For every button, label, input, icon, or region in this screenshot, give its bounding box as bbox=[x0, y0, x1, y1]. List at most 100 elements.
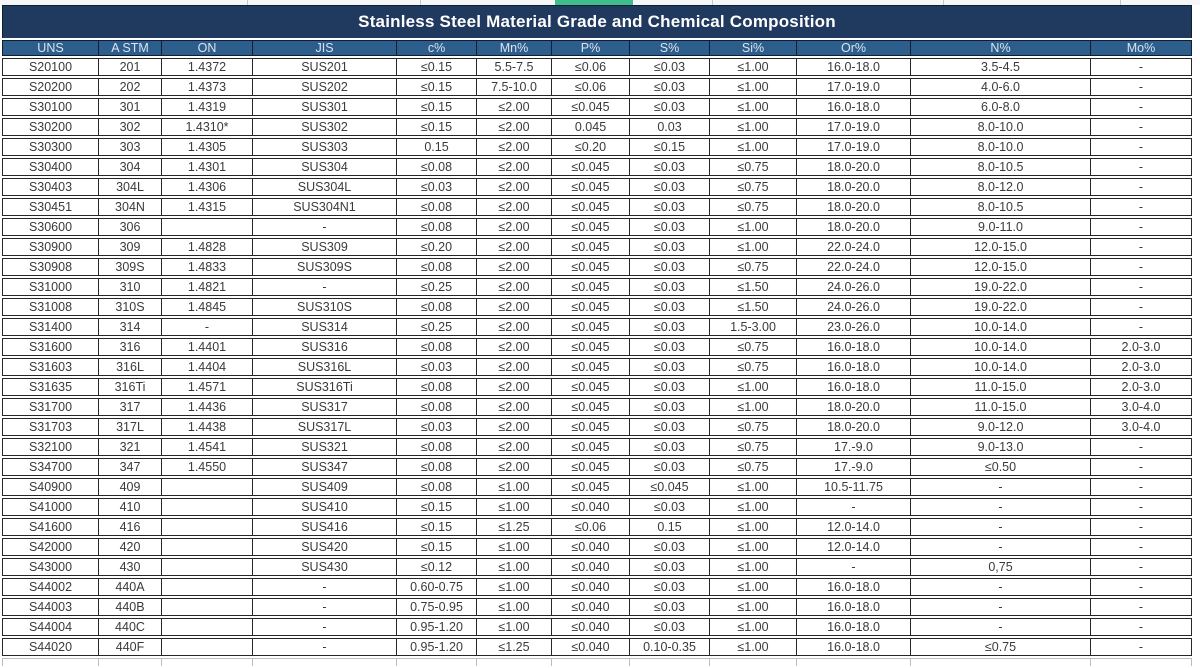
empty-cell bbox=[396, 658, 476, 666]
cell: ≤1.00 bbox=[709, 638, 796, 656]
table-row: S42000 420 SUS420 ≤0.15 ≤1.00 ≤0.040 ≤0.03 ≤1.0… bbox=[2, 538, 1192, 556]
page-title: Stainless Steel Material Grade and Chemi… bbox=[358, 12, 836, 31]
cell: 202 bbox=[98, 78, 161, 96]
cell: 9.0-13.0 bbox=[910, 438, 1090, 456]
table-row: S30200 302 1.4310* SUS302 ≤0.15 ≤2.00 0.045 0.0… bbox=[2, 118, 1192, 136]
column-header-n-: N% bbox=[910, 40, 1090, 56]
cell: S44003 bbox=[2, 598, 98, 616]
cell: - bbox=[1090, 98, 1192, 116]
cell: ≤1.00 bbox=[709, 218, 796, 236]
cell: - bbox=[910, 618, 1090, 636]
cell: SUS304 bbox=[252, 158, 396, 176]
cell: ≤0.75 bbox=[709, 358, 796, 376]
gridline-tick bbox=[420, 0, 421, 5]
cell: ≤0.03 bbox=[629, 358, 709, 376]
cell: ≤0.20 bbox=[396, 238, 476, 256]
cell: 1.4541 bbox=[161, 438, 252, 456]
cell: ≤0.045 bbox=[551, 278, 629, 296]
cell: - bbox=[1090, 558, 1192, 576]
cell: 17.0-19.0 bbox=[796, 138, 910, 156]
cell: ≤1.00 bbox=[709, 558, 796, 576]
cell: ≤0.040 bbox=[551, 638, 629, 656]
cell: 1.4305 bbox=[161, 138, 252, 156]
cell: ≤0.75 bbox=[910, 638, 1090, 656]
cell: ≤0.03 bbox=[629, 338, 709, 356]
cell: ≤0.03 bbox=[629, 238, 709, 256]
cell: ≤1.00 bbox=[709, 238, 796, 256]
cell: 201 bbox=[98, 58, 161, 76]
cell: ≤0.045 bbox=[551, 318, 629, 336]
cell: ≤0.03 bbox=[629, 458, 709, 476]
cell: SUS316Ti bbox=[252, 378, 396, 396]
column-header-uns: UNS bbox=[2, 40, 98, 56]
cell: ≤0.03 bbox=[629, 538, 709, 556]
cell: ≤0.75 bbox=[709, 338, 796, 356]
cell: ≤0.06 bbox=[551, 518, 629, 536]
column-header-mo-: Mo% bbox=[1090, 40, 1192, 56]
cell: 309S bbox=[98, 258, 161, 276]
cell: 1.4436 bbox=[161, 398, 252, 416]
table-row: S30451 304N 1.4315 SUS304N1 ≤0.08 ≤2.00 ≤0.045… bbox=[2, 198, 1192, 216]
cell: 9.0-12.0 bbox=[910, 418, 1090, 436]
table-row: S40900 409 SUS409 ≤0.08 ≤1.00 ≤0.045 ≤0.045 ≤1.… bbox=[2, 478, 1192, 496]
cell: ≤0.03 bbox=[629, 178, 709, 196]
cell: - bbox=[1090, 518, 1192, 536]
cell: S31635 bbox=[2, 378, 98, 396]
cell: 306 bbox=[98, 218, 161, 236]
cell: ≤2.00 bbox=[476, 238, 551, 256]
cell: 10.0-14.0 bbox=[910, 318, 1090, 336]
cell: ≤0.15 bbox=[396, 498, 476, 516]
cell: ≤2.00 bbox=[476, 418, 551, 436]
table-row: S30908 309S 1.4833 SUS309S ≤0.08 ≤2.00 ≤0.045 ≤… bbox=[2, 258, 1192, 276]
cell: ≤0.06 bbox=[551, 78, 629, 96]
cell: 1.4373 bbox=[161, 78, 252, 96]
cell: 18.0-20.0 bbox=[796, 178, 910, 196]
table-row: S31700 317 1.4436 SUS317 ≤0.08 ≤2.00 ≤0.045 ≤0.… bbox=[2, 398, 1192, 416]
cell: - bbox=[252, 618, 396, 636]
cell: ≤0.08 bbox=[396, 218, 476, 236]
cell: ≤0.03 bbox=[629, 98, 709, 116]
cell: SUS347 bbox=[252, 458, 396, 476]
cell: - bbox=[252, 598, 396, 616]
cell: 0,75 bbox=[910, 558, 1090, 576]
cell: SUS317L bbox=[252, 418, 396, 436]
cell: S30900 bbox=[2, 238, 98, 256]
cell: ≤0.75 bbox=[709, 158, 796, 176]
cell: 1.4550 bbox=[161, 458, 252, 476]
cell: ≤0.03 bbox=[629, 198, 709, 216]
empty-cell bbox=[161, 658, 252, 666]
cell: ≤1.00 bbox=[709, 498, 796, 516]
cell: 0.95-1.20 bbox=[396, 618, 476, 636]
cell: ≤0.06 bbox=[551, 58, 629, 76]
table-row: S30100 301 1.4319 SUS301 ≤0.15 ≤2.00 ≤0.045 ≤0.… bbox=[2, 98, 1192, 116]
cell: 316L bbox=[98, 358, 161, 376]
cell: ≤1.00 bbox=[476, 538, 551, 556]
cell: ≤0.045 bbox=[551, 298, 629, 316]
cell: ≤1.00 bbox=[709, 78, 796, 96]
cell: ≤0.08 bbox=[396, 458, 476, 476]
cell: 8.0-12.0 bbox=[910, 178, 1090, 196]
cell: ≤0.03 bbox=[629, 378, 709, 396]
cell: 317 bbox=[98, 398, 161, 416]
cell: - bbox=[1090, 158, 1192, 176]
empty-cell bbox=[796, 658, 910, 666]
cell: - bbox=[1090, 138, 1192, 156]
cell: ≤1.00 bbox=[476, 598, 551, 616]
cell: - bbox=[796, 498, 910, 516]
gridline-tick bbox=[712, 0, 713, 5]
cell: SUS317 bbox=[252, 398, 396, 416]
cell: 17.-9.0 bbox=[796, 438, 910, 456]
cell: 16.0-18.0 bbox=[796, 358, 910, 376]
cell: ≤0.03 bbox=[629, 618, 709, 636]
cell: SUS321 bbox=[252, 438, 396, 456]
cell bbox=[161, 218, 252, 236]
cell: SUS310S bbox=[252, 298, 396, 316]
table-title-bar: Stainless Steel Material Grade and Chemi… bbox=[2, 5, 1192, 38]
table-row: S44020 440F -0.95-1.20 ≤1.25 ≤0.040 0.10-0.35… bbox=[2, 638, 1192, 656]
cell: 5.5-7.5 bbox=[476, 58, 551, 76]
cell: 24.0-26.0 bbox=[796, 298, 910, 316]
cell: 8.0-10.0 bbox=[910, 118, 1090, 136]
cell: S42000 bbox=[2, 538, 98, 556]
cell: 3.0-4.0 bbox=[1090, 398, 1192, 416]
cell: ≤2.00 bbox=[476, 278, 551, 296]
